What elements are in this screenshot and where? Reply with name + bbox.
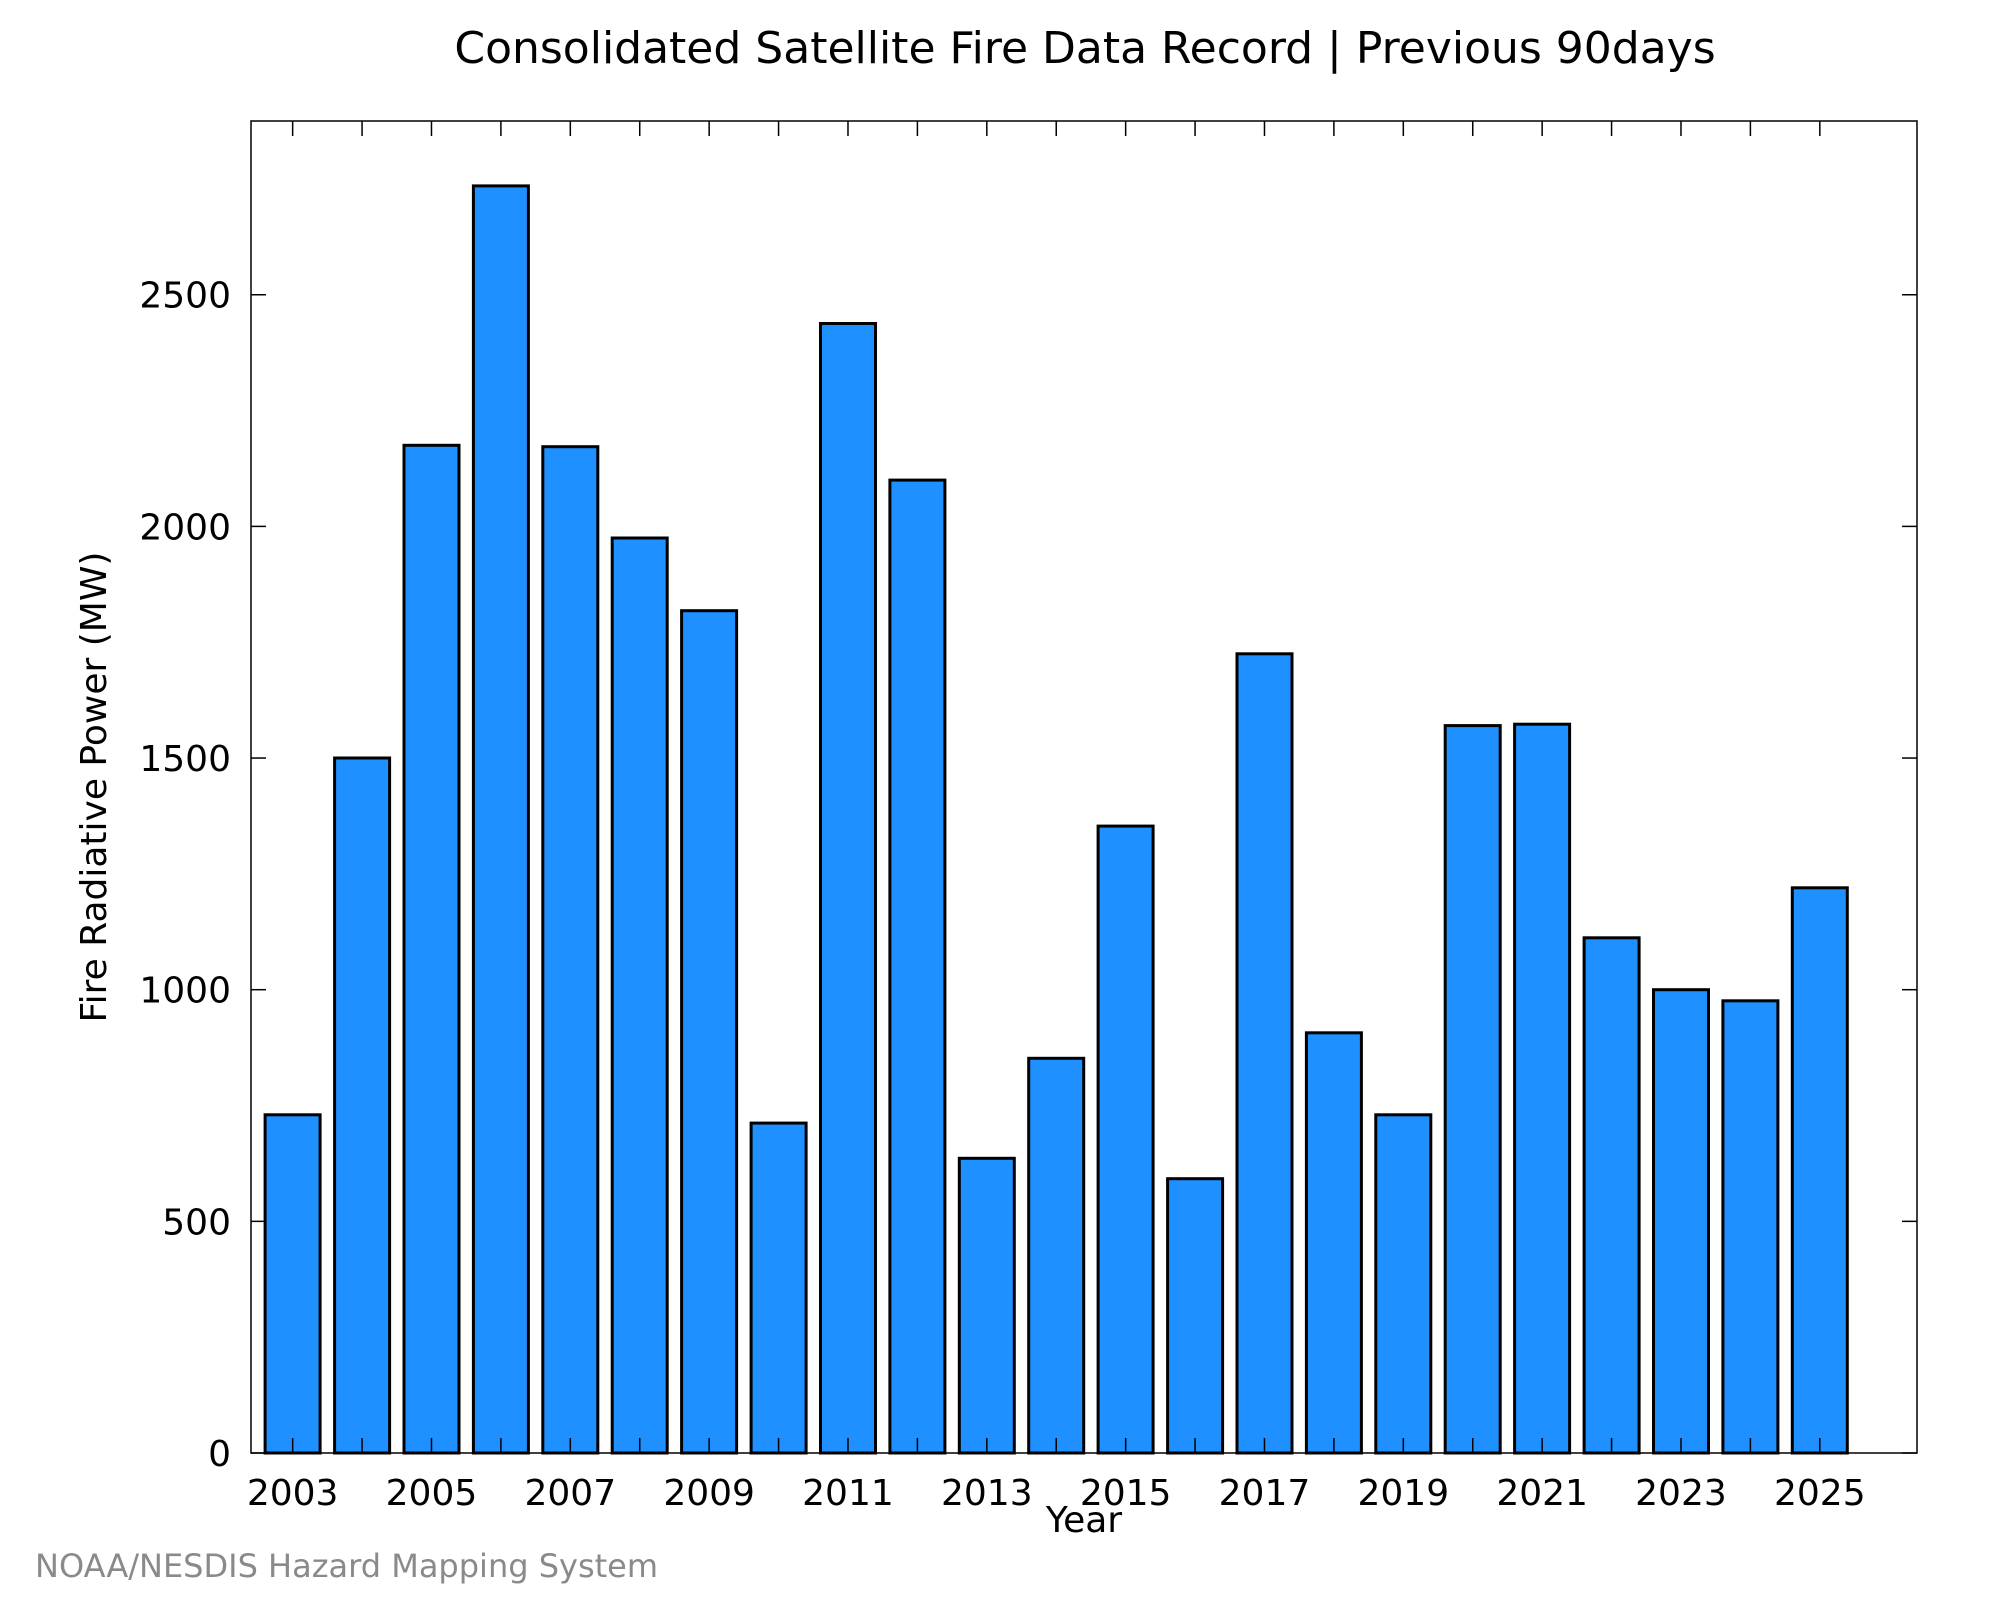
bar-2014 [1027,1056,1086,1455]
y-tick-label: 500 [162,1202,231,1243]
bar-2006 [471,184,530,1455]
bar-2012 [888,478,947,1455]
bar-2004 [333,756,392,1455]
bar-2019 [1374,1113,1433,1455]
x-tick-label: 2011 [802,1473,894,1514]
bar-2024 [1721,999,1780,1455]
y-tick-label: 1500 [139,739,231,780]
bar-2020 [1443,724,1502,1455]
y-tick-label: 2500 [139,276,231,317]
credit-text: NOAA/NESDIS Hazard Mapping System [35,1547,658,1585]
x-tick-label: 2003 [247,1473,339,1514]
x-tick-label: 2005 [386,1473,478,1514]
y-tick-labels: 0 500 1000 1500 2000 2500 [139,276,231,1475]
x-tick-labels: 2003 2005 2007 2009 2011 2013 2015 2017 2019 2021… [247,1473,1866,1514]
x-tick-label: 2009 [663,1473,755,1514]
ticks-layer [251,121,1917,1454]
bar-2007 [541,445,600,1455]
bar-2025 [1790,886,1849,1455]
bar-2005 [402,443,461,1455]
y-tick-label: 0 [208,1434,231,1475]
y-tick-label: 1000 [139,971,231,1012]
x-tick-label: 2017 [1219,1473,1311,1514]
bar-2011 [819,322,877,1455]
plot-frame [250,120,1918,1454]
bar-2022 [1582,936,1641,1455]
bar-2015 [1096,824,1155,1455]
x-tick-label: 2025 [1774,1473,1866,1514]
bar-2009 [680,609,739,1455]
x-tick-label: 2015 [1080,1473,1172,1514]
x-tick-label: 2021 [1496,1473,1588,1514]
chart-title: Consolidated Satellite Fire Data Record … [454,23,1715,74]
y-axis-label: Fire Radiative Power (MW) [74,552,115,1023]
x-tick-label: 2013 [941,1473,1033,1514]
bars-layer [263,184,1849,1455]
x-tick-label: 2007 [525,1473,617,1514]
bar-2013 [957,1156,1016,1455]
y-tick-label: 2000 [139,507,231,548]
bar-2010 [749,1121,808,1455]
x-axis-label: Year [1045,1500,1122,1541]
bar-2018 [1304,1031,1363,1455]
bar-2016 [1166,1177,1225,1455]
bar-2021 [1513,722,1572,1455]
bar-2008 [610,536,669,1455]
x-tick-label: 2023 [1635,1473,1727,1514]
bar-2023 [1652,988,1710,1455]
bar-2003 [263,1113,322,1455]
bar-2017 [1235,652,1294,1455]
x-tick-label: 2019 [1358,1473,1450,1514]
